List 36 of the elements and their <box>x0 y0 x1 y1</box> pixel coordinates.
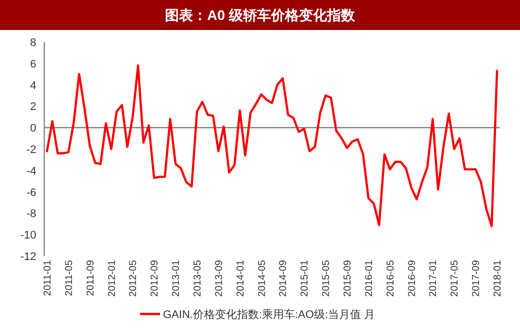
x-tick-label: 2013-09 <box>214 260 225 297</box>
x-tick-label: 2012-01 <box>106 260 118 297</box>
x-tick-label: 2011-01 <box>42 260 54 296</box>
x-tick-label: 2013-05 <box>192 260 204 297</box>
x-tick-label: 2014-09 <box>278 260 290 297</box>
y-tick-label: -8 <box>26 208 36 220</box>
x-tick-label: 2013-01 <box>171 260 182 297</box>
line-series <box>46 64 498 228</box>
x-tick-label: 2012-09 <box>150 260 161 297</box>
y-tick-label: 2 <box>30 101 36 114</box>
x-tick-label: 2017-05 <box>450 260 461 297</box>
y-tick-label: -4 <box>26 165 36 178</box>
x-tick-label: 2017-01 <box>428 260 440 297</box>
x-tick-label: 2012-05 <box>128 260 140 297</box>
y-tick-label: -10 <box>20 230 36 242</box>
y-tick-label: -12 <box>20 251 36 263</box>
x-tick-label: 2016-05 <box>385 260 396 297</box>
x-tick-label: 2011-05 <box>64 260 75 296</box>
x-tick-label: 2014-05 <box>256 260 268 297</box>
x-tick-label: 2015-05 <box>321 260 332 297</box>
y-tick-label: 8 <box>30 37 36 49</box>
x-tick-label: 2016-01 <box>364 260 375 297</box>
x-tick-label: 2014-01 <box>235 260 246 297</box>
y-tick-label: -6 <box>26 186 36 199</box>
y-tick-label: 6 <box>30 58 36 70</box>
x-tick-label: 2011-09 <box>85 260 96 296</box>
chart-title: 图表：A0 级轿车价格变化指数 <box>165 7 356 23</box>
y-tick-label: 4 <box>30 80 36 92</box>
x-tick-label: 2015-09 <box>342 260 354 297</box>
legend-label: GAIN.价格变化指数:乘用车:AO级:当月值 月 <box>163 308 376 321</box>
y-tick-label: 0 <box>30 122 36 135</box>
y-tick-label: -2 <box>26 144 36 156</box>
x-tick-label: 2018-01 <box>492 260 504 297</box>
x-tick-label: 2016-09 <box>406 260 418 297</box>
x-tick-label: 2015-01 <box>300 260 311 297</box>
x-tick-label: 2017-09 <box>471 260 482 297</box>
